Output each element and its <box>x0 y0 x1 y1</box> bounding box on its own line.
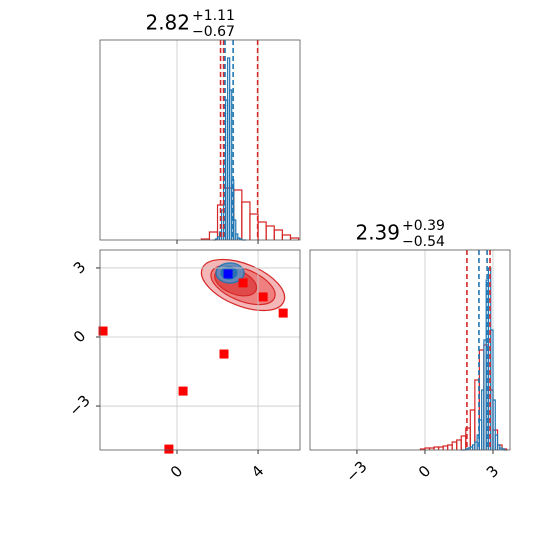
point <box>98 326 108 336</box>
histogram-bin <box>281 234 292 240</box>
histogram-bin <box>257 221 267 240</box>
point <box>238 278 248 288</box>
histogram-bin <box>469 409 476 450</box>
point <box>219 349 229 359</box>
title-plus: +0.39 <box>402 218 445 234</box>
histogram-bin <box>241 201 251 240</box>
histogram-bin <box>451 441 458 450</box>
x-tick-label: −3 <box>342 457 370 485</box>
histogram-bin <box>442 445 449 450</box>
axes-frame <box>309 249 511 451</box>
histogram-bin <box>456 439 462 450</box>
histogram-bin <box>233 189 243 240</box>
histogram-bin <box>235 233 239 240</box>
histogram-bin <box>273 229 283 240</box>
point <box>178 386 188 396</box>
histogram-bin <box>437 446 444 450</box>
point <box>223 269 233 279</box>
histogram-bin <box>233 219 237 240</box>
title-minus: −0.54 <box>402 234 445 250</box>
point <box>258 292 268 302</box>
histogram-bin <box>494 434 499 450</box>
histogram-bin <box>447 444 453 450</box>
title-plus: +1.11 <box>192 8 235 24</box>
y-tick-label: 3 <box>70 258 89 277</box>
title-minus: −0.67 <box>192 24 235 40</box>
x-tick-label: 0 <box>415 462 434 481</box>
histogram-bin <box>265 225 275 240</box>
axes-frame <box>99 39 301 241</box>
y-tick-label: −3 <box>65 392 93 420</box>
histogram-bin <box>501 448 505 450</box>
point <box>278 308 288 318</box>
y-tick-label: 0 <box>70 327 89 346</box>
point <box>164 444 174 454</box>
histogram-bin <box>229 89 233 240</box>
axes-frame <box>99 249 301 451</box>
x-tick-label: 0 <box>167 462 186 481</box>
x-tick-label: 4 <box>248 462 267 481</box>
histogram-bin <box>460 435 467 450</box>
title-value: 2.82 <box>145 11 190 35</box>
title-value: 2.39 <box>355 221 400 245</box>
histogram-bin <box>492 399 496 450</box>
histogram-bin <box>249 213 259 240</box>
histogram-bin <box>433 446 440 450</box>
x-tick-label: 3 <box>483 462 502 481</box>
histogram-bin <box>289 237 300 240</box>
